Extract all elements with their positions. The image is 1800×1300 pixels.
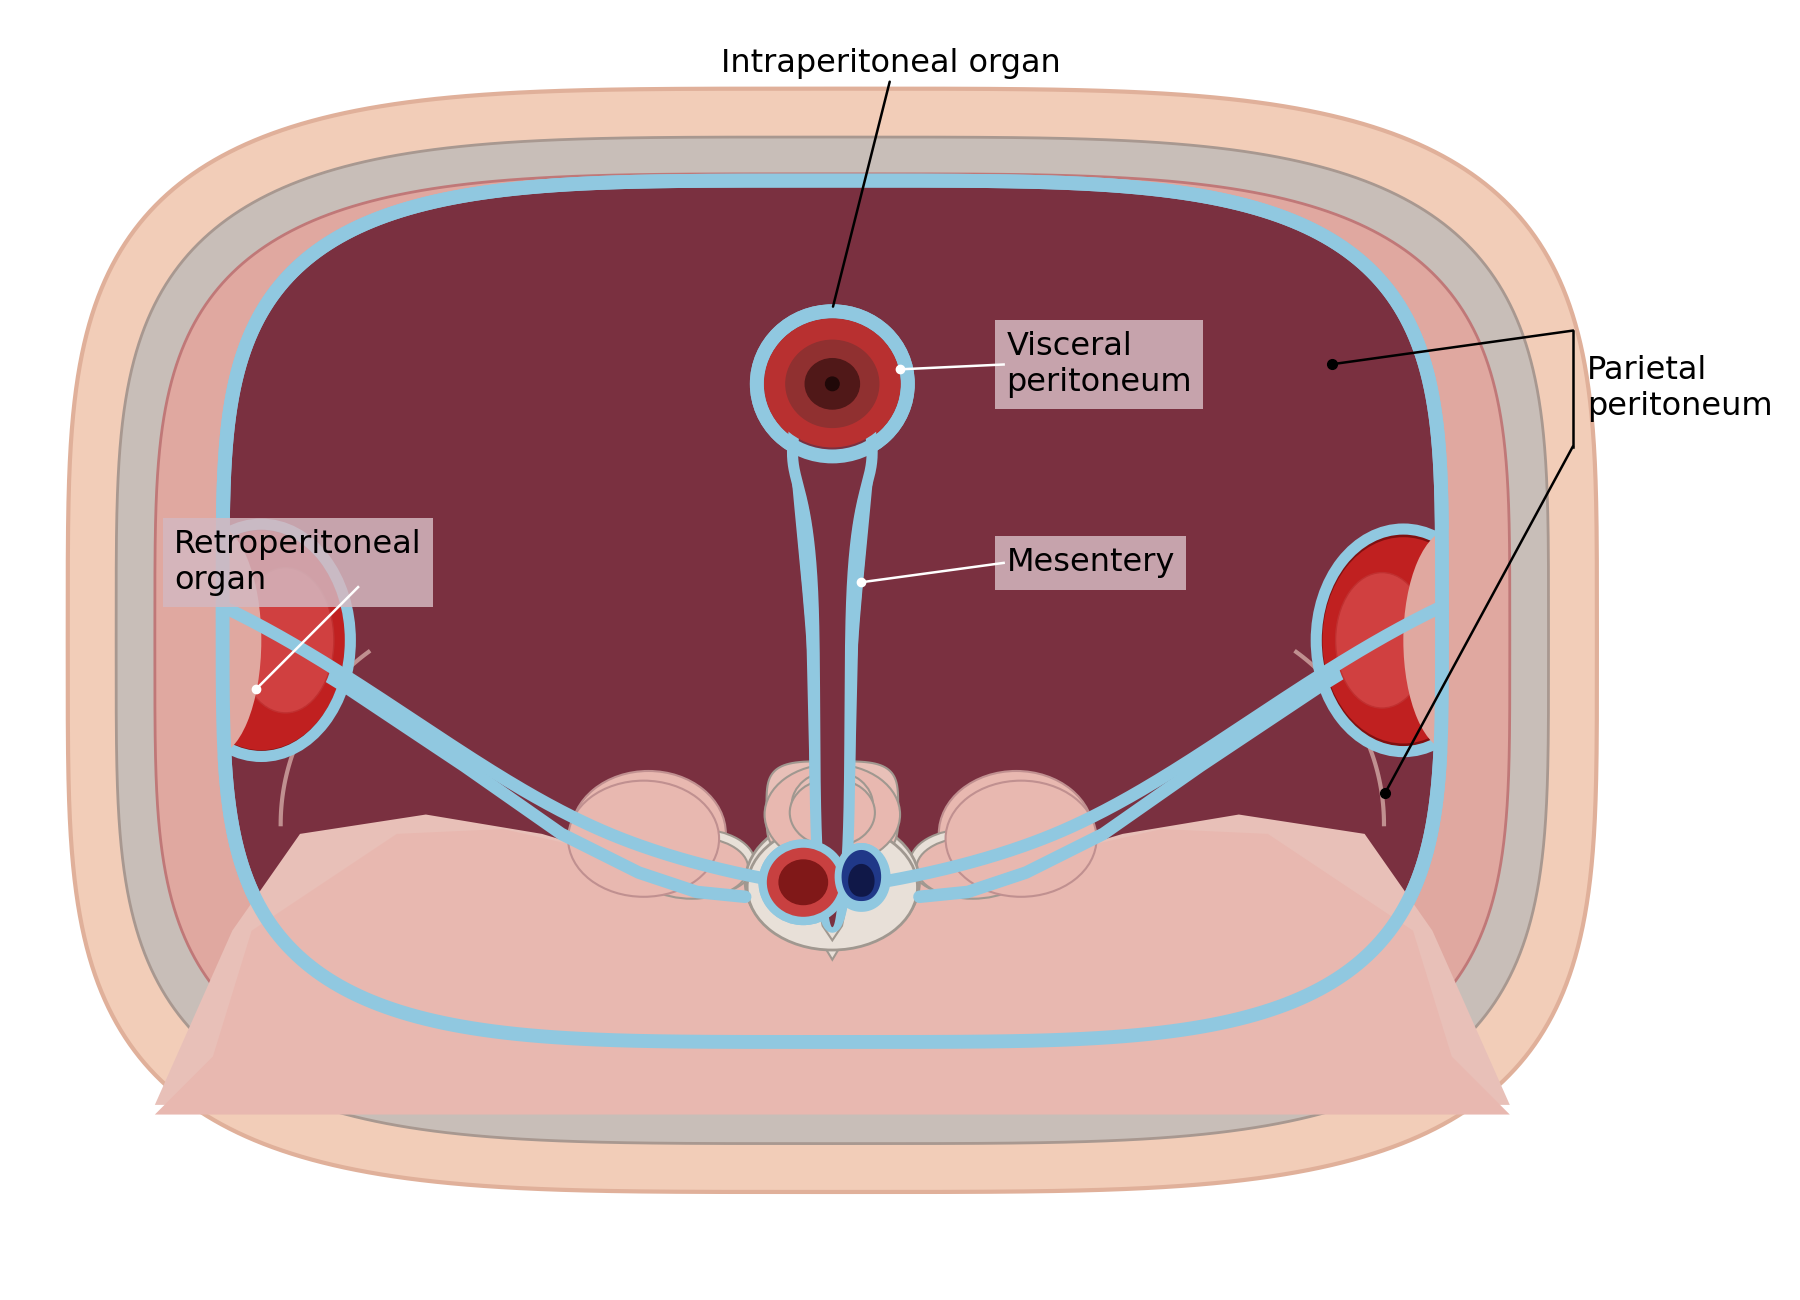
Polygon shape bbox=[767, 762, 898, 858]
Ellipse shape bbox=[747, 824, 918, 950]
Text: Mesentery: Mesentery bbox=[1006, 547, 1175, 578]
Ellipse shape bbox=[164, 524, 261, 757]
Ellipse shape bbox=[790, 779, 875, 846]
Text: Parietal
peritoneum: Parietal peritoneum bbox=[1588, 355, 1773, 422]
Polygon shape bbox=[848, 864, 875, 897]
Ellipse shape bbox=[745, 816, 920, 948]
Text: Intraperitoneal organ: Intraperitoneal organ bbox=[720, 48, 1060, 79]
Ellipse shape bbox=[635, 837, 749, 898]
Polygon shape bbox=[835, 846, 887, 909]
Polygon shape bbox=[792, 380, 873, 927]
Ellipse shape bbox=[916, 837, 1030, 898]
Polygon shape bbox=[117, 136, 1548, 1144]
Ellipse shape bbox=[765, 318, 900, 448]
Text: Retroperitoneal
organ: Retroperitoneal organ bbox=[175, 529, 421, 597]
Ellipse shape bbox=[763, 844, 844, 920]
Polygon shape bbox=[68, 88, 1597, 1192]
Ellipse shape bbox=[639, 829, 754, 897]
Ellipse shape bbox=[805, 359, 859, 410]
Ellipse shape bbox=[176, 529, 346, 751]
Polygon shape bbox=[155, 815, 1510, 1105]
Polygon shape bbox=[846, 864, 877, 898]
Polygon shape bbox=[155, 829, 1510, 1114]
Ellipse shape bbox=[765, 764, 900, 865]
Ellipse shape bbox=[1404, 529, 1499, 751]
Ellipse shape bbox=[826, 377, 839, 390]
Ellipse shape bbox=[571, 771, 725, 897]
Polygon shape bbox=[814, 853, 851, 959]
Ellipse shape bbox=[779, 861, 828, 905]
Polygon shape bbox=[218, 176, 1447, 1046]
Polygon shape bbox=[155, 174, 1510, 1106]
Ellipse shape bbox=[778, 859, 828, 906]
Ellipse shape bbox=[767, 321, 898, 447]
Polygon shape bbox=[815, 858, 850, 940]
Ellipse shape bbox=[805, 359, 859, 410]
Ellipse shape bbox=[763, 844, 844, 920]
Ellipse shape bbox=[940, 771, 1094, 897]
Ellipse shape bbox=[238, 568, 333, 712]
Ellipse shape bbox=[569, 781, 718, 897]
Polygon shape bbox=[839, 846, 884, 905]
Ellipse shape bbox=[909, 829, 1026, 897]
Text: Visceral
peritoneum: Visceral peritoneum bbox=[1006, 332, 1192, 398]
Ellipse shape bbox=[1336, 572, 1429, 708]
Polygon shape bbox=[797, 380, 868, 878]
Ellipse shape bbox=[787, 341, 878, 428]
Ellipse shape bbox=[824, 376, 841, 391]
Ellipse shape bbox=[792, 771, 873, 838]
Ellipse shape bbox=[785, 338, 880, 429]
Polygon shape bbox=[799, 380, 866, 927]
Ellipse shape bbox=[1321, 536, 1485, 745]
Ellipse shape bbox=[945, 781, 1096, 897]
